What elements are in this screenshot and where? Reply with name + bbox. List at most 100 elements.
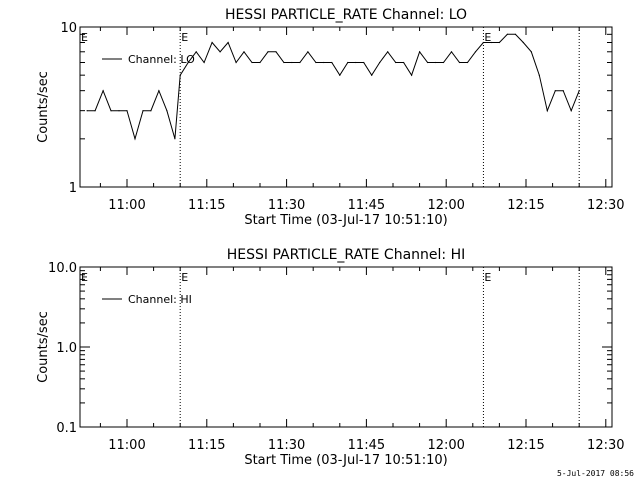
data-point [546, 110, 548, 112]
data-point [442, 61, 445, 64]
data-point [150, 110, 152, 112]
data-point [283, 61, 285, 64]
data-point [94, 110, 96, 112]
data-point [291, 61, 293, 64]
data-point [530, 51, 532, 53]
legend-label: Channel: LO [128, 53, 195, 66]
data-point [347, 61, 349, 64]
data-point [179, 74, 181, 76]
event-marker-label: E [181, 271, 188, 284]
x-tick-label: 11:00 [108, 438, 145, 453]
plot-edge-e-label: E [81, 271, 88, 284]
data-point [466, 61, 469, 64]
y-tick-label: 1.0 [56, 341, 77, 356]
data-point [403, 61, 405, 64]
data-point [458, 61, 461, 64]
data-point [538, 74, 540, 76]
data-point [387, 51, 389, 53]
data-point [339, 74, 341, 76]
data-point [315, 61, 317, 64]
data-point [142, 110, 144, 112]
data-point [498, 41, 500, 44]
data-point [158, 90, 160, 92]
x-tick-label: 11:30 [268, 198, 305, 213]
x-tick-label: 11:30 [268, 438, 305, 453]
x-tick-label: 11:45 [348, 438, 385, 453]
data-point [570, 110, 572, 112]
event-marker-label: E [484, 271, 491, 284]
x-tick-label: 12:30 [587, 198, 624, 213]
data-point [126, 110, 128, 112]
plot-frame [79, 266, 613, 428]
data-point [371, 74, 373, 76]
plot-frame [79, 26, 613, 188]
event-marker-label: E [181, 31, 188, 44]
data-point [363, 61, 365, 64]
y-axis-label: Counts/sec [36, 71, 51, 143]
x-tick-label: 11:15 [188, 198, 225, 213]
data-point [331, 61, 333, 64]
data-point [323, 61, 325, 64]
series-line-channel-lo [87, 33, 580, 141]
plot-edge-e-label: E [81, 31, 88, 44]
data-point [166, 110, 168, 112]
data-point [474, 51, 477, 53]
data-point [514, 33, 517, 35]
data-point [102, 90, 104, 92]
data-point [482, 41, 484, 44]
x-axis-label: Start Time (03-Jul-17 10:51:10) [244, 453, 447, 468]
data-point [187, 61, 189, 64]
data-point [235, 61, 237, 64]
data-point [267, 51, 269, 53]
y-tick-label: 10 [60, 21, 77, 36]
y-axis-label: Counts/sec [36, 311, 51, 383]
x-tick-label: 12:00 [427, 198, 464, 213]
data-point [411, 74, 413, 76]
y-tick-label: 0.1 [56, 421, 77, 436]
chart-title: HESSI PARTICLE_RATE Channel: HI [227, 247, 465, 263]
data-point [134, 138, 136, 140]
data-point [211, 41, 213, 44]
y-tick-label: 1 [69, 181, 77, 196]
data-point [395, 61, 397, 64]
data-point [195, 51, 197, 53]
footer-timestamp: 5-Jul-2017 08:56 [556, 469, 634, 478]
data-point [110, 110, 112, 112]
x-axis-label: Start Time (03-Jul-17 10:51:10) [244, 213, 447, 228]
x-tick-label: 12:15 [507, 198, 544, 213]
data-point [251, 61, 253, 64]
data-point [554, 90, 556, 92]
chart-panel-1: HESSI PARTICLE_RATE Channel: LO 11:00 11:1… [36, 7, 625, 228]
chart-panel-2: HESSI PARTICLE_RATE Channel: HI 11:00 11:1… [36, 247, 625, 468]
data-point [435, 61, 437, 64]
legend-label: Channel: HI [128, 293, 192, 306]
x-tick-label: 11:00 [108, 198, 145, 213]
y-tick-label: 10.0 [48, 261, 77, 276]
data-point [506, 33, 508, 35]
event-marker-label: E [484, 31, 491, 44]
data-point [419, 51, 421, 53]
data-point [578, 90, 580, 92]
data-point [227, 41, 229, 44]
data-point [259, 61, 261, 64]
data-point [490, 41, 492, 44]
data-point [118, 110, 120, 112]
x-tick-label: 12:30 [587, 438, 624, 453]
data-point [203, 61, 205, 64]
x-tick-label: 12:15 [507, 438, 544, 453]
data-point [427, 61, 429, 64]
data-point [219, 51, 221, 53]
x-tick-label: 12:00 [427, 438, 464, 453]
x-tick-label: 11:15 [188, 438, 225, 453]
data-point [522, 41, 524, 44]
data-point [299, 61, 301, 64]
data-point [243, 51, 245, 53]
data-point [562, 90, 564, 92]
data-point [307, 51, 309, 53]
data-point [450, 51, 453, 53]
data-point [275, 51, 277, 53]
chart-title: HESSI PARTICLE_RATE Channel: LO [225, 7, 467, 23]
data-point [355, 61, 357, 64]
data-point [174, 138, 176, 140]
